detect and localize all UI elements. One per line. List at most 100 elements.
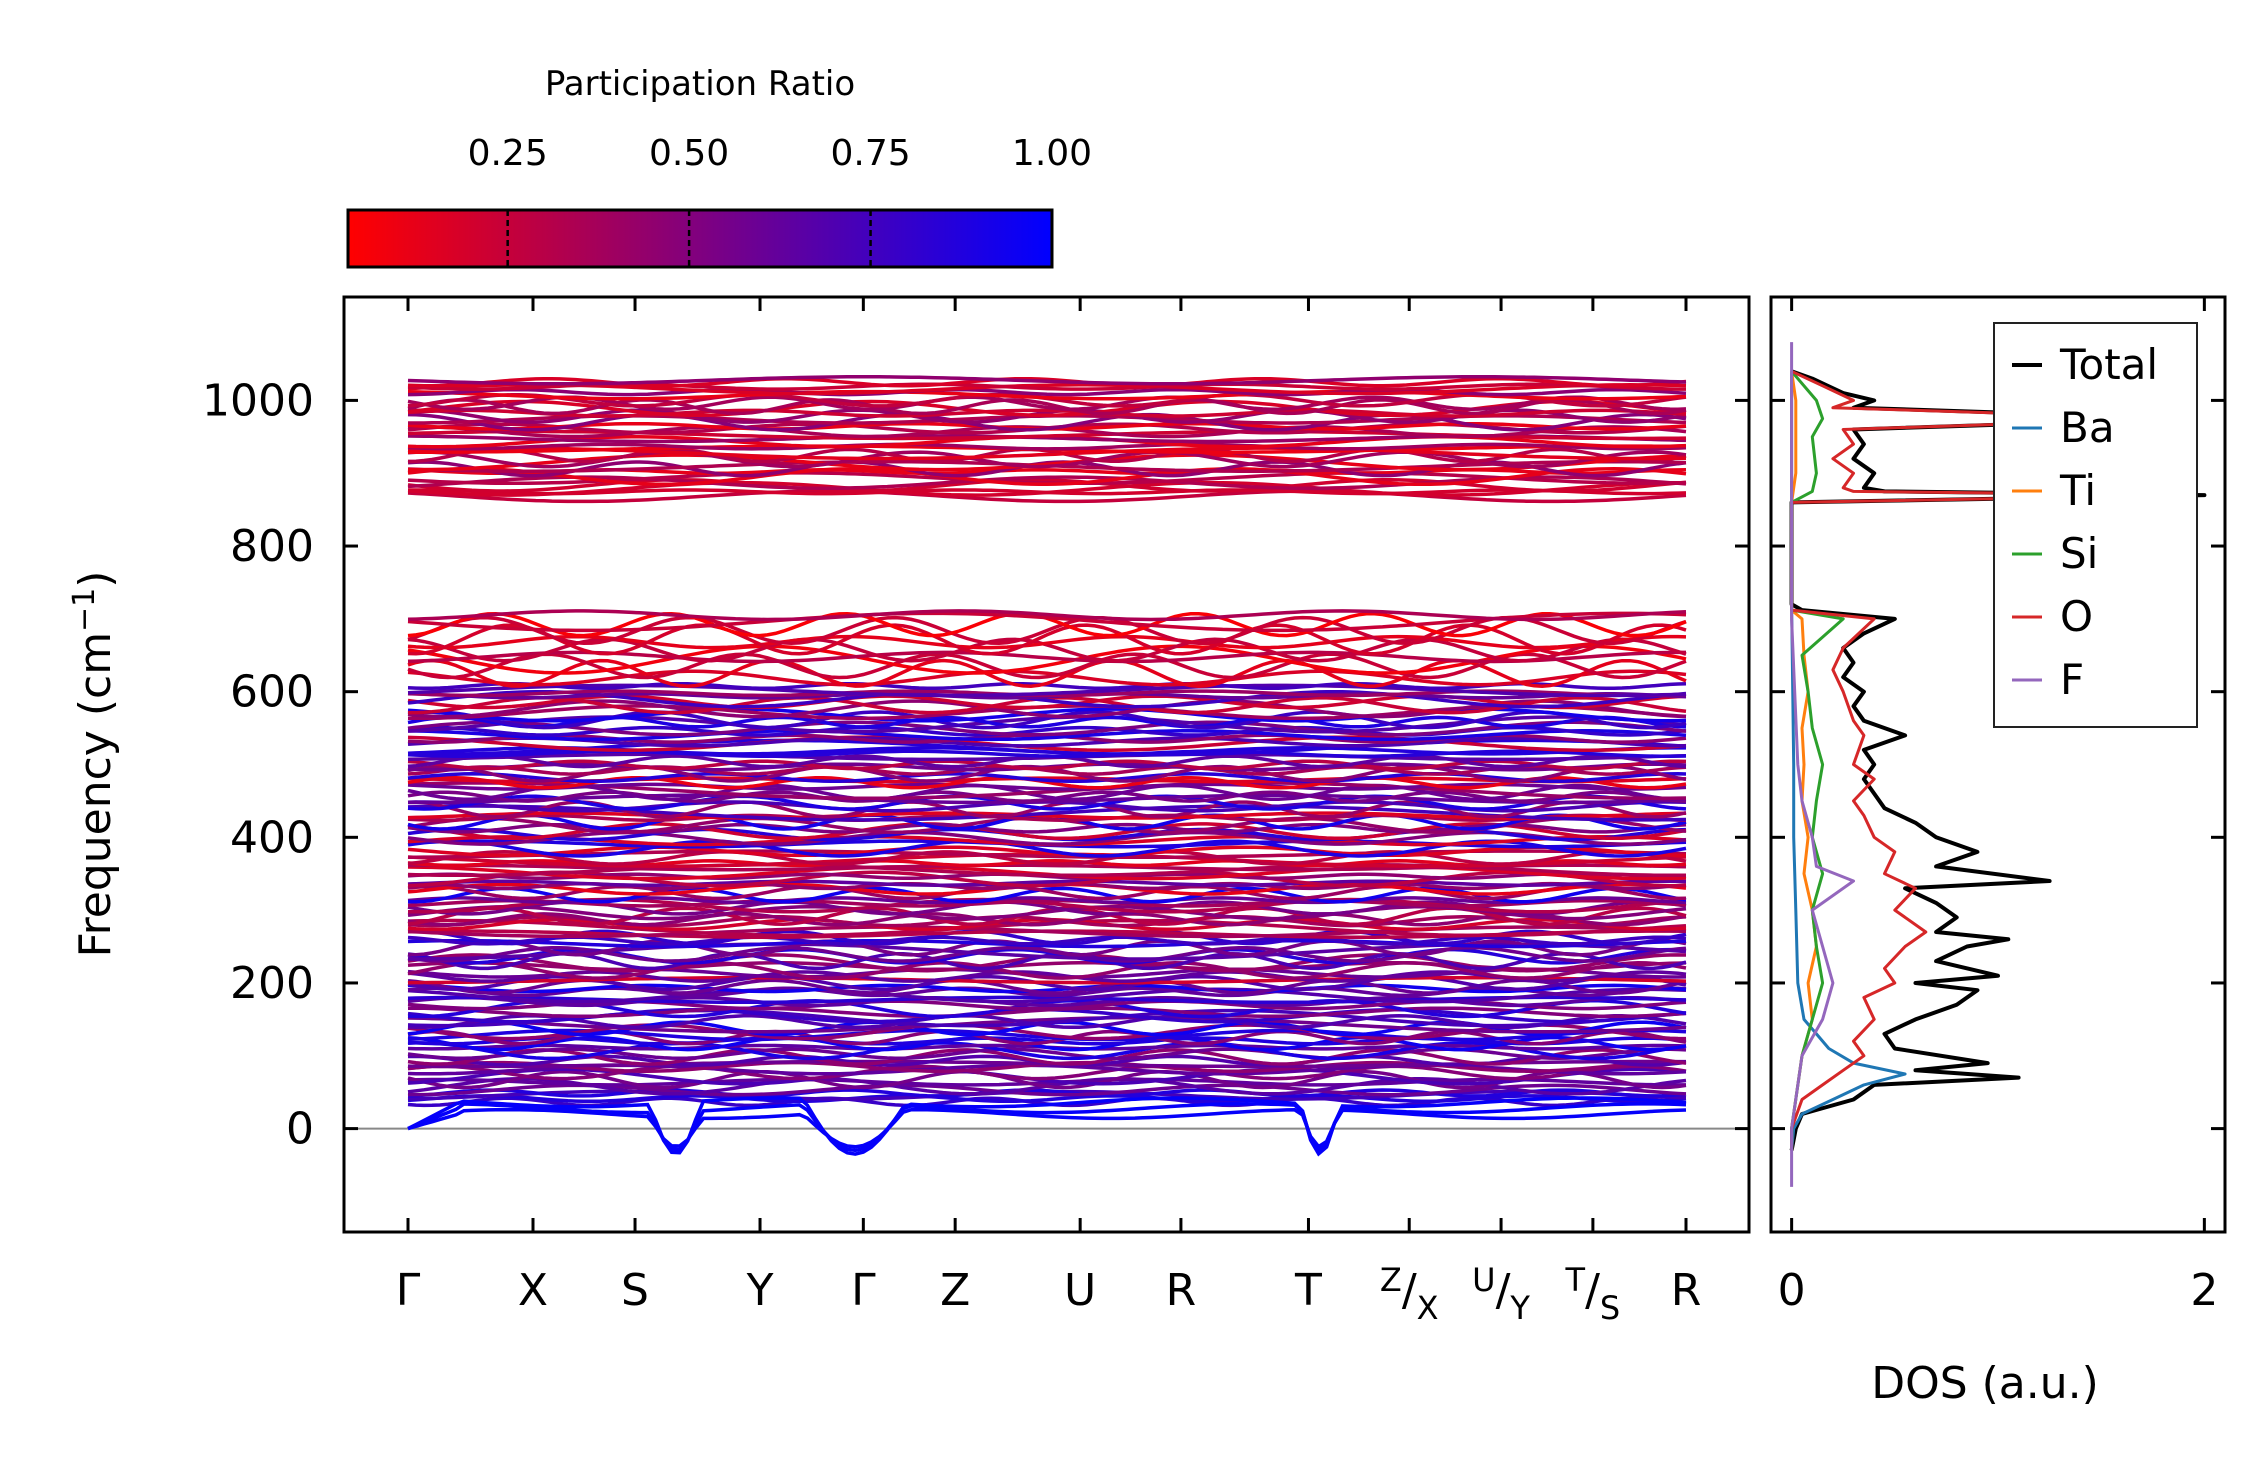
y-axis-label: Frequency (cm−1) <box>67 571 121 958</box>
acoustic-band-line <box>407 1096 1687 1157</box>
band-line <box>407 783 1687 801</box>
y-tick-label: 600 <box>230 667 314 718</box>
colorbar-tick-label: 1.00 <box>1012 133 1092 174</box>
k-point-label: T <box>1294 1265 1322 1316</box>
k-point-label: Z <box>940 1265 970 1316</box>
dos-line-f <box>1790 342 1855 1187</box>
band-line <box>407 850 1687 866</box>
band-line <box>407 782 1687 791</box>
band-line <box>407 475 1687 490</box>
band-line <box>407 987 1687 1004</box>
band-line <box>407 634 1687 650</box>
band-line <box>407 995 1687 1008</box>
colorbar-tick-label: 0.50 <box>649 133 729 174</box>
band-line <box>407 683 1687 698</box>
dos-axes-frame <box>1769 295 2227 1234</box>
band-line <box>407 975 1687 985</box>
k-point-label: U/Y <box>1472 1261 1530 1327</box>
k-point-label: T/S <box>1565 1261 1621 1327</box>
band-line <box>407 669 1687 687</box>
band-line <box>407 375 1687 386</box>
band-line <box>407 811 1687 820</box>
legend-label: O <box>2060 592 2093 641</box>
band-line <box>407 395 1687 411</box>
band-line <box>407 898 1687 908</box>
legend-box <box>1993 322 2198 728</box>
k-point-label: R <box>1671 1265 1702 1316</box>
band-line <box>407 1088 1687 1098</box>
k-point-label: Y <box>746 1265 774 1316</box>
dos-line-si <box>1790 370 1845 1151</box>
band-line <box>407 408 1687 418</box>
dos-x-axis-label: DOS (a.u.) <box>1871 1358 2099 1409</box>
band-line <box>408 793 1687 805</box>
band-line <box>407 1077 1686 1087</box>
band-line <box>407 720 1687 737</box>
band-line <box>407 938 1687 949</box>
legend: Total Ba Ti Si OF <box>1993 322 2198 728</box>
band-line <box>407 765 1687 776</box>
band-line <box>407 1048 1687 1066</box>
k-point-label: S <box>621 1265 649 1316</box>
band-line <box>407 794 1687 811</box>
legend-label: Ba <box>2060 403 2115 452</box>
dos-line-ba <box>1790 371 1907 1151</box>
band-line <box>407 689 1687 709</box>
band-line <box>407 480 1686 497</box>
band-line <box>407 383 1687 396</box>
k-point-label: U <box>1064 1265 1096 1316</box>
acoustic-band-line <box>407 1102 1687 1153</box>
dos-line-o <box>1790 369 2196 1151</box>
band-line <box>407 699 1687 719</box>
y-tick-label: 0 <box>286 1104 314 1155</box>
band-line <box>407 615 1687 646</box>
k-point-label: Γ <box>396 1265 421 1316</box>
band-line <box>407 609 1687 622</box>
band-line <box>407 974 1687 991</box>
dos-line-total <box>1789 369 2207 1151</box>
band-line <box>407 1035 1687 1052</box>
y-tick-label: 200 <box>230 958 314 1009</box>
acoustic-band-line <box>407 1107 1687 1149</box>
legend-label: Ti <box>2059 466 2096 515</box>
band-line <box>407 912 1687 927</box>
band-line <box>407 845 1686 858</box>
y-tick-label: 400 <box>230 812 314 863</box>
k-point-label: R <box>1166 1265 1197 1316</box>
dos-plot: 0 2 DOS (a.u.) Total Ba Ti Si OF <box>1769 295 2227 1409</box>
band-line <box>407 387 1687 397</box>
band-line <box>407 611 1687 633</box>
colorbar-tick-label: 0.25 <box>468 133 548 174</box>
dos-x-tick-label: 0 <box>1778 1265 1806 1316</box>
k-point-label: Z/X <box>1380 1261 1439 1327</box>
band-line <box>407 925 1687 939</box>
band-line <box>407 729 1687 742</box>
band-line <box>407 467 1687 487</box>
colorbar-label: Participation Ratio <box>545 64 855 104</box>
colorbar: Participation Ratio 0.25 0.50 0.75 1.00 <box>346 64 1092 269</box>
band-line <box>407 822 1687 841</box>
band-line <box>407 1094 1687 1104</box>
band-line <box>407 983 1687 994</box>
legend-label: Si <box>2060 529 2098 578</box>
legend-label: Total <box>2059 340 2158 389</box>
colorbar-tick-label: 0.75 <box>830 133 910 174</box>
dos-x-tick-label: 2 <box>2190 1265 2218 1316</box>
k-point-label: X <box>518 1265 548 1316</box>
band-line <box>407 489 1687 504</box>
band-line <box>408 939 1687 957</box>
band-structure-plot: 0 200 400 600 800 1000 Γ X S Y Γ Z U R T Z/X U/Y T/S R Fr… <box>67 295 1751 1327</box>
band-line <box>407 929 1687 946</box>
colorbar-gradient <box>346 208 1054 269</box>
band-line <box>407 986 1687 998</box>
band-line <box>407 961 1687 980</box>
band-line <box>408 1083 1687 1097</box>
k-point-label: Γ <box>851 1265 876 1316</box>
band-line <box>407 999 1687 1019</box>
band-line <box>407 879 1687 887</box>
band-line <box>407 813 1687 822</box>
band-line <box>407 735 1687 752</box>
band-line <box>407 442 1687 451</box>
main-axes-frame <box>342 295 1751 1234</box>
